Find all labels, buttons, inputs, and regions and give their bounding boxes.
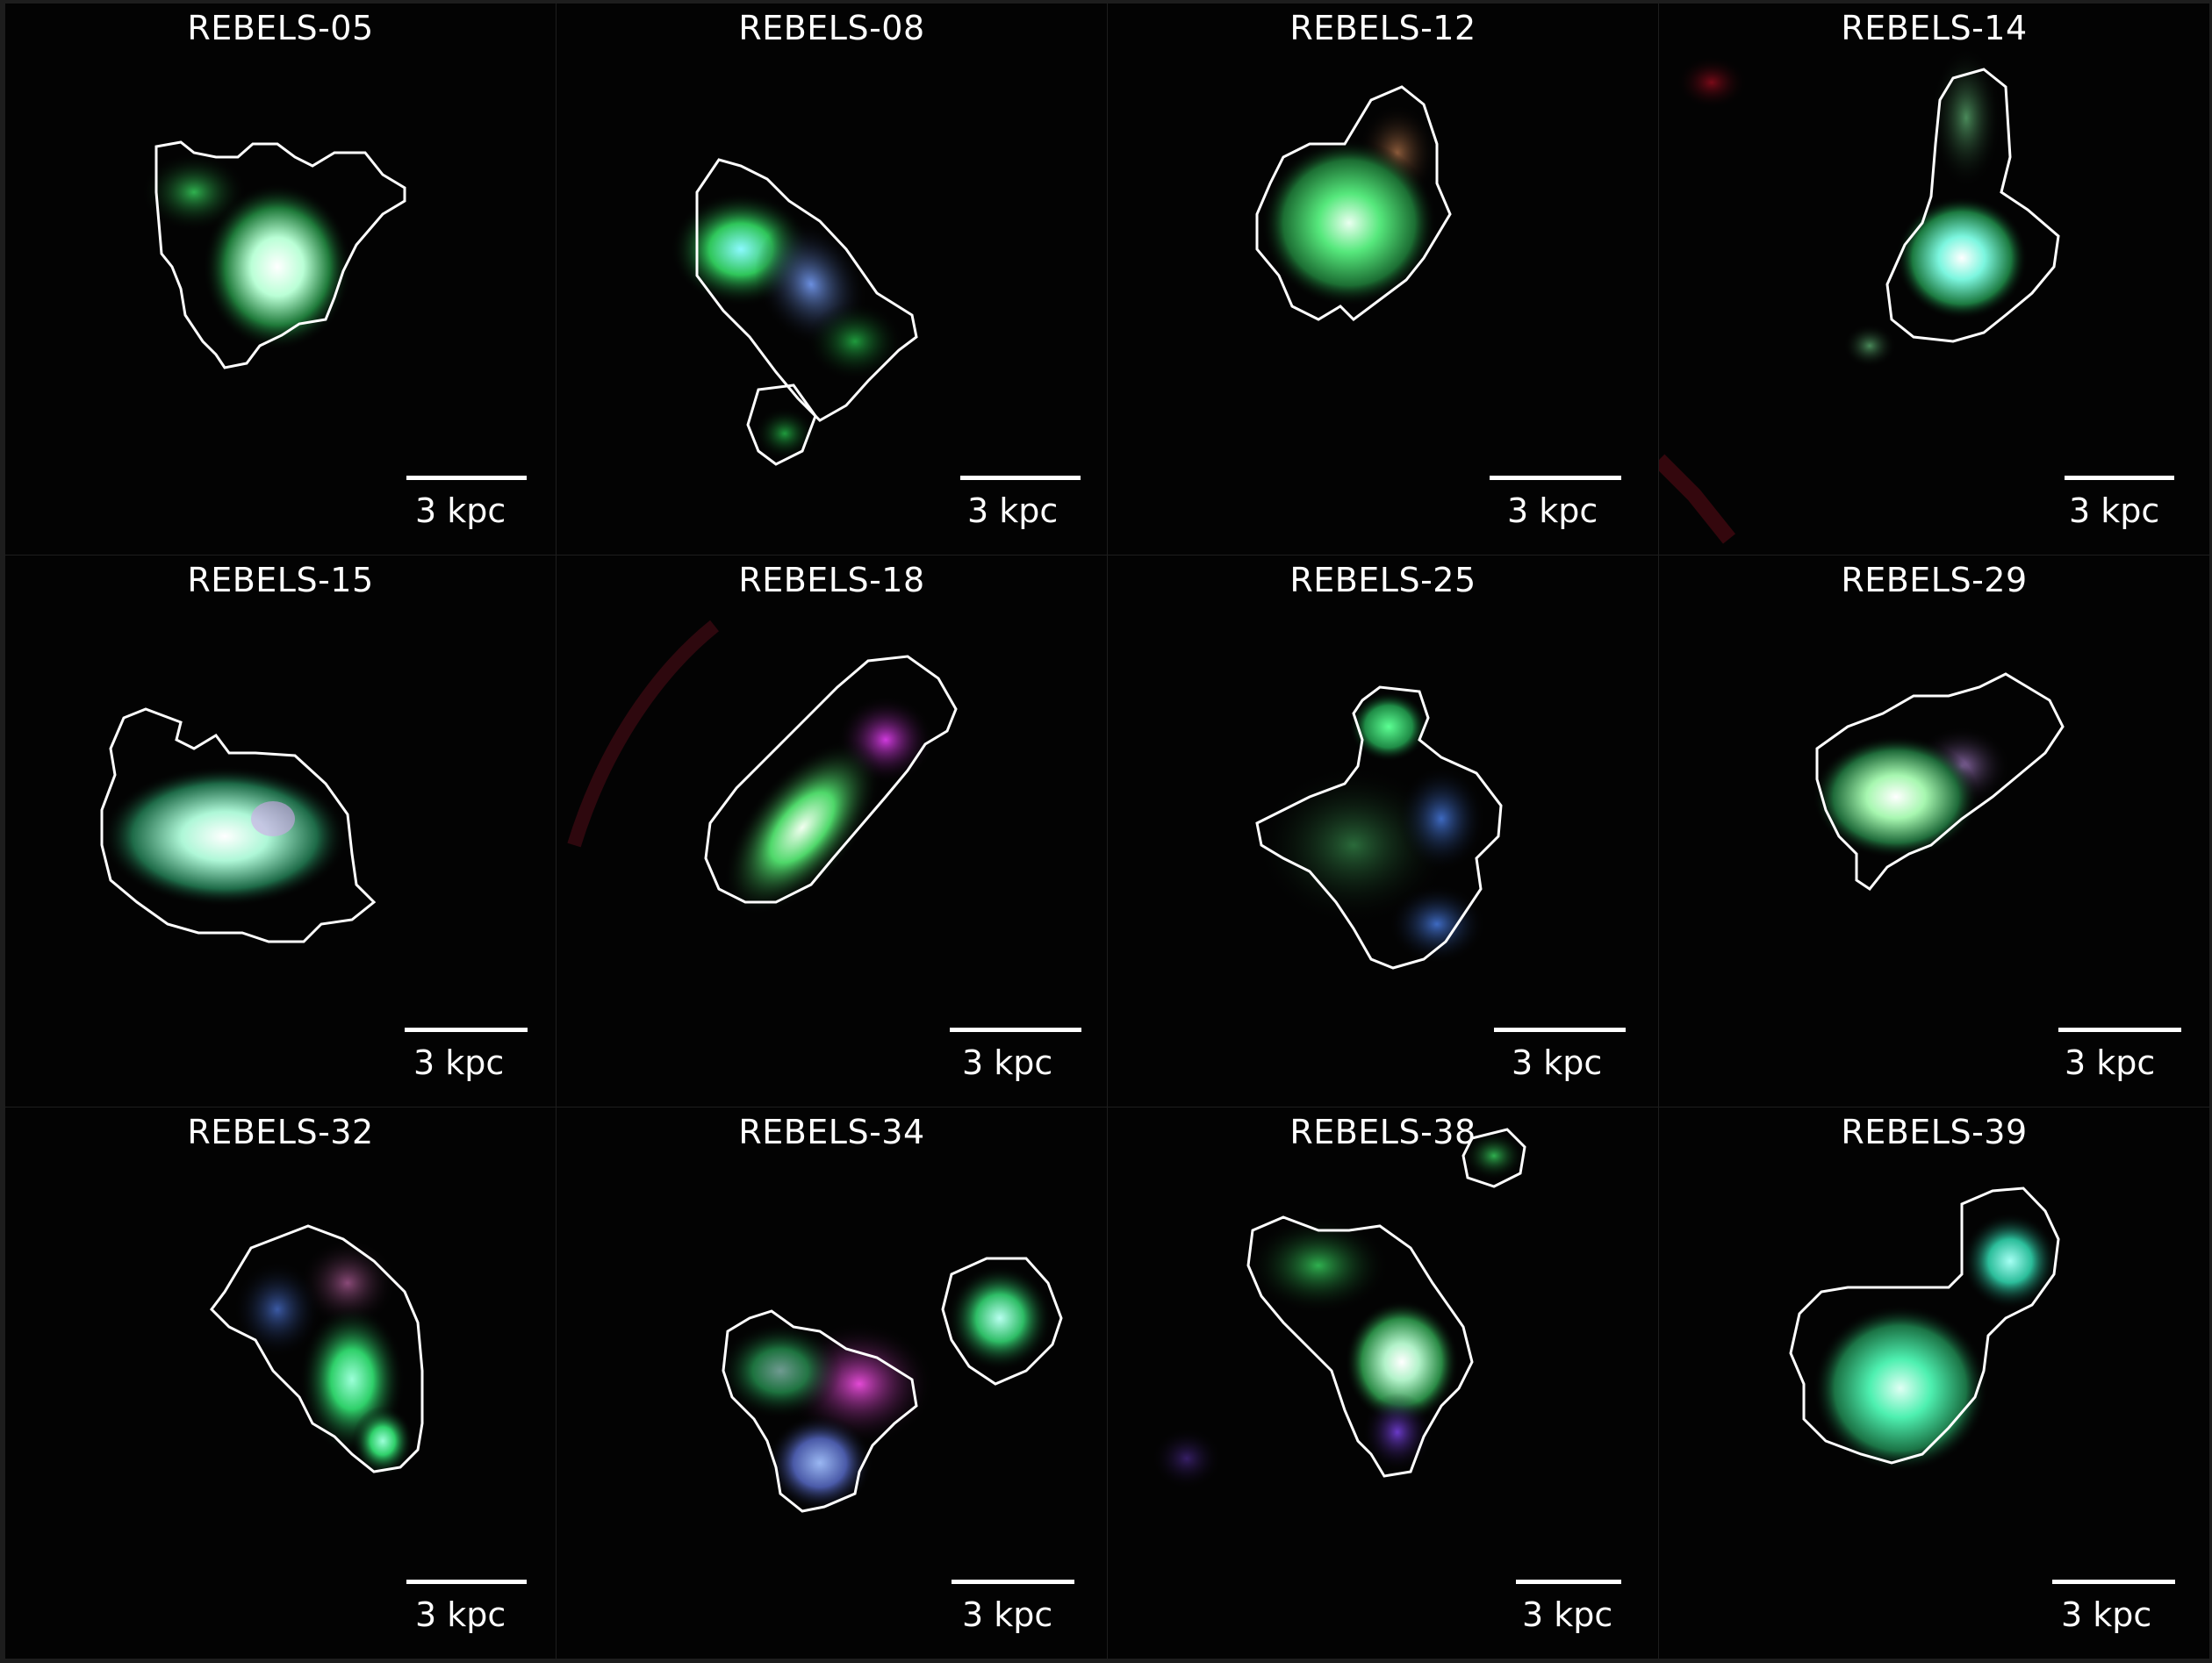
contour-line — [695, 158, 918, 422]
scale-bar-label: 3 kpc — [2065, 1043, 2156, 1082]
galaxy-image — [5, 4, 556, 555]
galaxy-image — [1659, 1107, 2209, 1659]
contour-line — [210, 1224, 424, 1473]
contour-line — [1462, 1128, 1526, 1188]
panel-title: REBELS-12 — [1289, 9, 1476, 47]
panel-title: REBELS-25 — [1289, 561, 1476, 599]
scale-bar-label: 3 kpc — [2061, 1595, 2152, 1634]
contour-line — [722, 1309, 918, 1513]
panel-rebels-25: REBELS-25 3 kpc — [1108, 556, 1658, 1107]
galaxy-image — [557, 556, 1107, 1107]
scale-bar-label: 3 kpc — [1512, 1043, 1603, 1082]
galaxy-image — [1659, 4, 2209, 555]
panel-title: REBELS-32 — [187, 1113, 374, 1151]
panel-title: REBELS-05 — [187, 9, 374, 47]
panel-rebels-38: REBELS-38 3 kpc — [1108, 1107, 1658, 1659]
panel-rebels-32: REBELS-32 3 kpc — [5, 1107, 556, 1659]
scale-bar — [406, 476, 527, 480]
scale-bar-label: 3 kpc — [415, 491, 506, 530]
panel-rebels-29: REBELS-29 3 kpc — [1659, 556, 2209, 1107]
panel-title: REBELS-18 — [738, 561, 925, 599]
panel-title: REBELS-15 — [187, 561, 374, 599]
scale-bar — [2058, 1028, 2181, 1032]
contour-line — [1246, 1215, 1474, 1478]
panel-rebels-15: REBELS-15 3 kpc — [5, 556, 556, 1107]
scale-bar — [1516, 1580, 1621, 1584]
panel-title: REBELS-29 — [1841, 561, 2028, 599]
contour-line — [704, 655, 958, 904]
contour-line — [941, 1257, 1063, 1386]
scale-bar — [405, 1028, 528, 1032]
contour-line — [1815, 672, 2065, 892]
scale-bar — [406, 1580, 527, 1584]
panel-rebels-12: REBELS-12 3 kpc — [1108, 4, 1658, 555]
panel-title: REBELS-14 — [1841, 9, 2028, 47]
scale-bar — [1490, 476, 1621, 480]
contour-line — [746, 383, 817, 466]
scale-bar-label: 3 kpc — [1522, 1595, 1613, 1634]
scale-bar-label: 3 kpc — [962, 1043, 1053, 1082]
galaxy-image — [557, 4, 1107, 555]
panel-rebels-34: REBELS-34 3 kpc — [557, 1107, 1107, 1659]
galaxy-image — [1108, 4, 1658, 555]
galaxy-image — [5, 1107, 556, 1659]
panel-rebels-05: REBELS-05 3 kpc — [5, 4, 556, 555]
panel-rebels-39: REBELS-39 3 kpc — [1659, 1107, 2209, 1659]
galaxy-image — [1108, 1107, 1658, 1659]
panel-title: REBELS-34 — [738, 1113, 925, 1151]
panel-rebels-08: REBELS-08 3 kpc — [557, 4, 1107, 555]
contour-line — [1255, 685, 1503, 970]
scale-bar — [2065, 476, 2174, 480]
contour-line — [154, 140, 406, 369]
contour-line — [1789, 1186, 2060, 1465]
galaxy-image — [5, 556, 556, 1107]
galaxy-image — [1108, 556, 1658, 1107]
panel-title: REBELS-38 — [1289, 1113, 1476, 1151]
scale-bar-label: 3 kpc — [967, 491, 1059, 530]
galaxy-image — [557, 1107, 1107, 1659]
contour-line — [100, 707, 377, 943]
contour-line — [1885, 68, 2060, 343]
scale-bar-label: 3 kpc — [2069, 491, 2160, 530]
scale-bar — [950, 1028, 1081, 1032]
contour-line — [1255, 85, 1452, 321]
panel-title: REBELS-08 — [738, 9, 925, 47]
panel-rebels-18: REBELS-18 3 kpc — [557, 556, 1107, 1107]
scale-bar — [2052, 1580, 2175, 1584]
panel-rebels-14: REBELS-14 3 kpc — [1659, 4, 2209, 555]
scale-bar — [952, 1580, 1074, 1584]
scale-bar-label: 3 kpc — [962, 1595, 1053, 1634]
scale-bar — [960, 476, 1081, 480]
galaxy-image — [1659, 556, 2209, 1107]
panel-title: REBELS-39 — [1841, 1113, 2028, 1151]
scale-bar-label: 3 kpc — [1507, 491, 1598, 530]
scale-bar-label: 3 kpc — [415, 1595, 506, 1634]
scale-bar-label: 3 kpc — [413, 1043, 505, 1082]
scale-bar — [1494, 1028, 1626, 1032]
